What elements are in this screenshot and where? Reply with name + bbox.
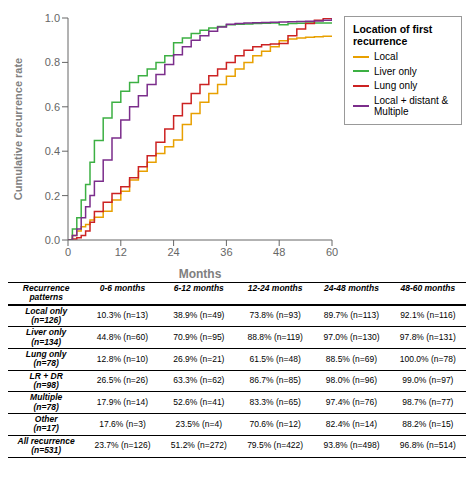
svg-text:1.0: 1.0 bbox=[45, 12, 60, 24]
html-text:24-48 months: 24-48 months bbox=[324, 283, 379, 293]
html-text:51.2% (n=272): 51.2% (n=272) bbox=[170, 440, 227, 451]
html-text:79.5% (n=422): 79.5% (n=422) bbox=[247, 440, 304, 451]
svg-text:48: 48 bbox=[273, 246, 285, 258]
html-text:12-24 months: 12-24 months bbox=[247, 283, 303, 293]
html-text:Lung only (n=78): Lung only (n=78) bbox=[25, 349, 67, 369]
html-text:12.8% (n=10): 12.8% (n=10) bbox=[96, 353, 149, 364]
html-text:26.5% (n=26): 26.5% (n=26) bbox=[96, 375, 149, 386]
html-text:97.0% (n=130): 97.0% (n=130) bbox=[323, 332, 380, 342]
html-text:73.8% (n=93): 73.8% (n=93) bbox=[249, 310, 301, 321]
html-text:88.8% (n=119): 88.8% (n=119) bbox=[247, 332, 303, 342]
html-text:23.5% (n=4): 23.5% (n=4) bbox=[175, 418, 223, 429]
html-text:Lung only: Lung only bbox=[374, 80, 418, 91]
html-text:Local: Local bbox=[374, 51, 398, 62]
html-text:Local + distant & Multiple: Local + distant & Multiple bbox=[374, 94, 449, 117]
html-text:97.4% (n=76): 97.4% (n=76) bbox=[325, 397, 378, 408]
html-text:70.9% (n=95): 70.9% (n=95) bbox=[173, 332, 225, 342]
svg-text:0.0: 0.0 bbox=[45, 234, 60, 246]
html-text:100.0% (n=78): 100.0% (n=78) bbox=[399, 353, 456, 364]
html-text:Liver only (n=134): Liver only (n=134) bbox=[26, 327, 67, 347]
html-text:99.0% (n=97): 99.0% (n=97) bbox=[402, 375, 454, 386]
svg-text:36: 36 bbox=[220, 246, 232, 258]
svg-text:60: 60 bbox=[326, 246, 338, 258]
html-text:82.4% (n=14): 82.4% (n=14) bbox=[325, 418, 378, 429]
html-text:17.6% (n=3): 17.6% (n=3) bbox=[99, 418, 146, 429]
html-text:10.3% (n=13): 10.3% (n=13) bbox=[96, 310, 149, 321]
html-text:83.3% (n=65): 83.3% (n=65) bbox=[249, 397, 301, 408]
html-text:LR + DR (n=98): LR + DR (n=98) bbox=[29, 370, 63, 391]
svg-text:12: 12 bbox=[115, 246, 127, 258]
html-text:All recurrence (n=531): All recurrence (n=531) bbox=[17, 435, 75, 456]
html-text:48-60 months: 48-60 months bbox=[400, 283, 456, 293]
html-text:44.8% (n=60): 44.8% (n=60) bbox=[96, 332, 149, 342]
svg-text:0.8: 0.8 bbox=[45, 56, 60, 68]
html-text:Other (n=17): Other (n=17) bbox=[33, 414, 59, 434]
html-text:Local only (n=126): Local only (n=126) bbox=[25, 305, 68, 325]
html-text:Liver only: Liver only bbox=[374, 65, 417, 77]
html-text:92.1% (n=116): 92.1% (n=116) bbox=[400, 310, 456, 321]
html-text:38.9% (n=49): 38.9% (n=49) bbox=[173, 310, 225, 321]
html-text:26.9% (n=21): 26.9% (n=21) bbox=[173, 353, 225, 364]
html-text:86.7% (n=85): 86.7% (n=85) bbox=[249, 375, 301, 386]
svg-text:0.6: 0.6 bbox=[45, 101, 60, 113]
svg-text:0.4: 0.4 bbox=[45, 145, 60, 157]
html-text:88.2% (n=15): 88.2% (n=15) bbox=[402, 418, 454, 429]
svg-text:Cumulative recurrence rate: Cumulative recurrence rate bbox=[12, 58, 24, 200]
html-text:52.6% (n=41): 52.6% (n=41) bbox=[173, 397, 225, 408]
svg-text:0: 0 bbox=[65, 246, 71, 258]
svg-text:Months: Months bbox=[179, 267, 222, 278]
html-text:89.7% (n=113): 89.7% (n=113) bbox=[323, 310, 380, 321]
html-text:23.7% (n=126): 23.7% (n=126) bbox=[94, 440, 151, 451]
html-text:93.8% (n=498): 93.8% (n=498) bbox=[323, 440, 380, 451]
html-text:63.3% (n=62): 63.3% (n=62) bbox=[173, 375, 225, 386]
html-text:6-12 months: 6-12 months bbox=[173, 283, 224, 293]
html-text:Multiple (n=78): Multiple (n=78) bbox=[30, 392, 63, 412]
html-text:98.0% (n=96): 98.0% (n=96) bbox=[325, 375, 378, 386]
html-text:96.8% (n=514): 96.8% (n=514) bbox=[399, 440, 456, 451]
html-text:17.9% (n=14): 17.9% (n=14) bbox=[96, 397, 149, 408]
svg-text:0.2: 0.2 bbox=[45, 190, 60, 202]
html-text:61.5% (n=48): 61.5% (n=48) bbox=[249, 353, 301, 364]
html-text:97.8% (n=131): 97.8% (n=131) bbox=[399, 332, 456, 342]
html-text:70.6% (n=12): 70.6% (n=12) bbox=[249, 418, 301, 429]
html-text:Location of first recurrence: Location of first recurrence bbox=[353, 23, 433, 47]
svg-text:24: 24 bbox=[167, 246, 179, 258]
html-text:88.5% (n=69): 88.5% (n=69) bbox=[325, 353, 378, 364]
html-text:Recurrence patterns: Recurrence patterns bbox=[22, 283, 70, 303]
html-text:98.7% (n=77): 98.7% (n=77) bbox=[402, 397, 454, 408]
html-text:0-6 months: 0-6 months bbox=[99, 283, 146, 293]
